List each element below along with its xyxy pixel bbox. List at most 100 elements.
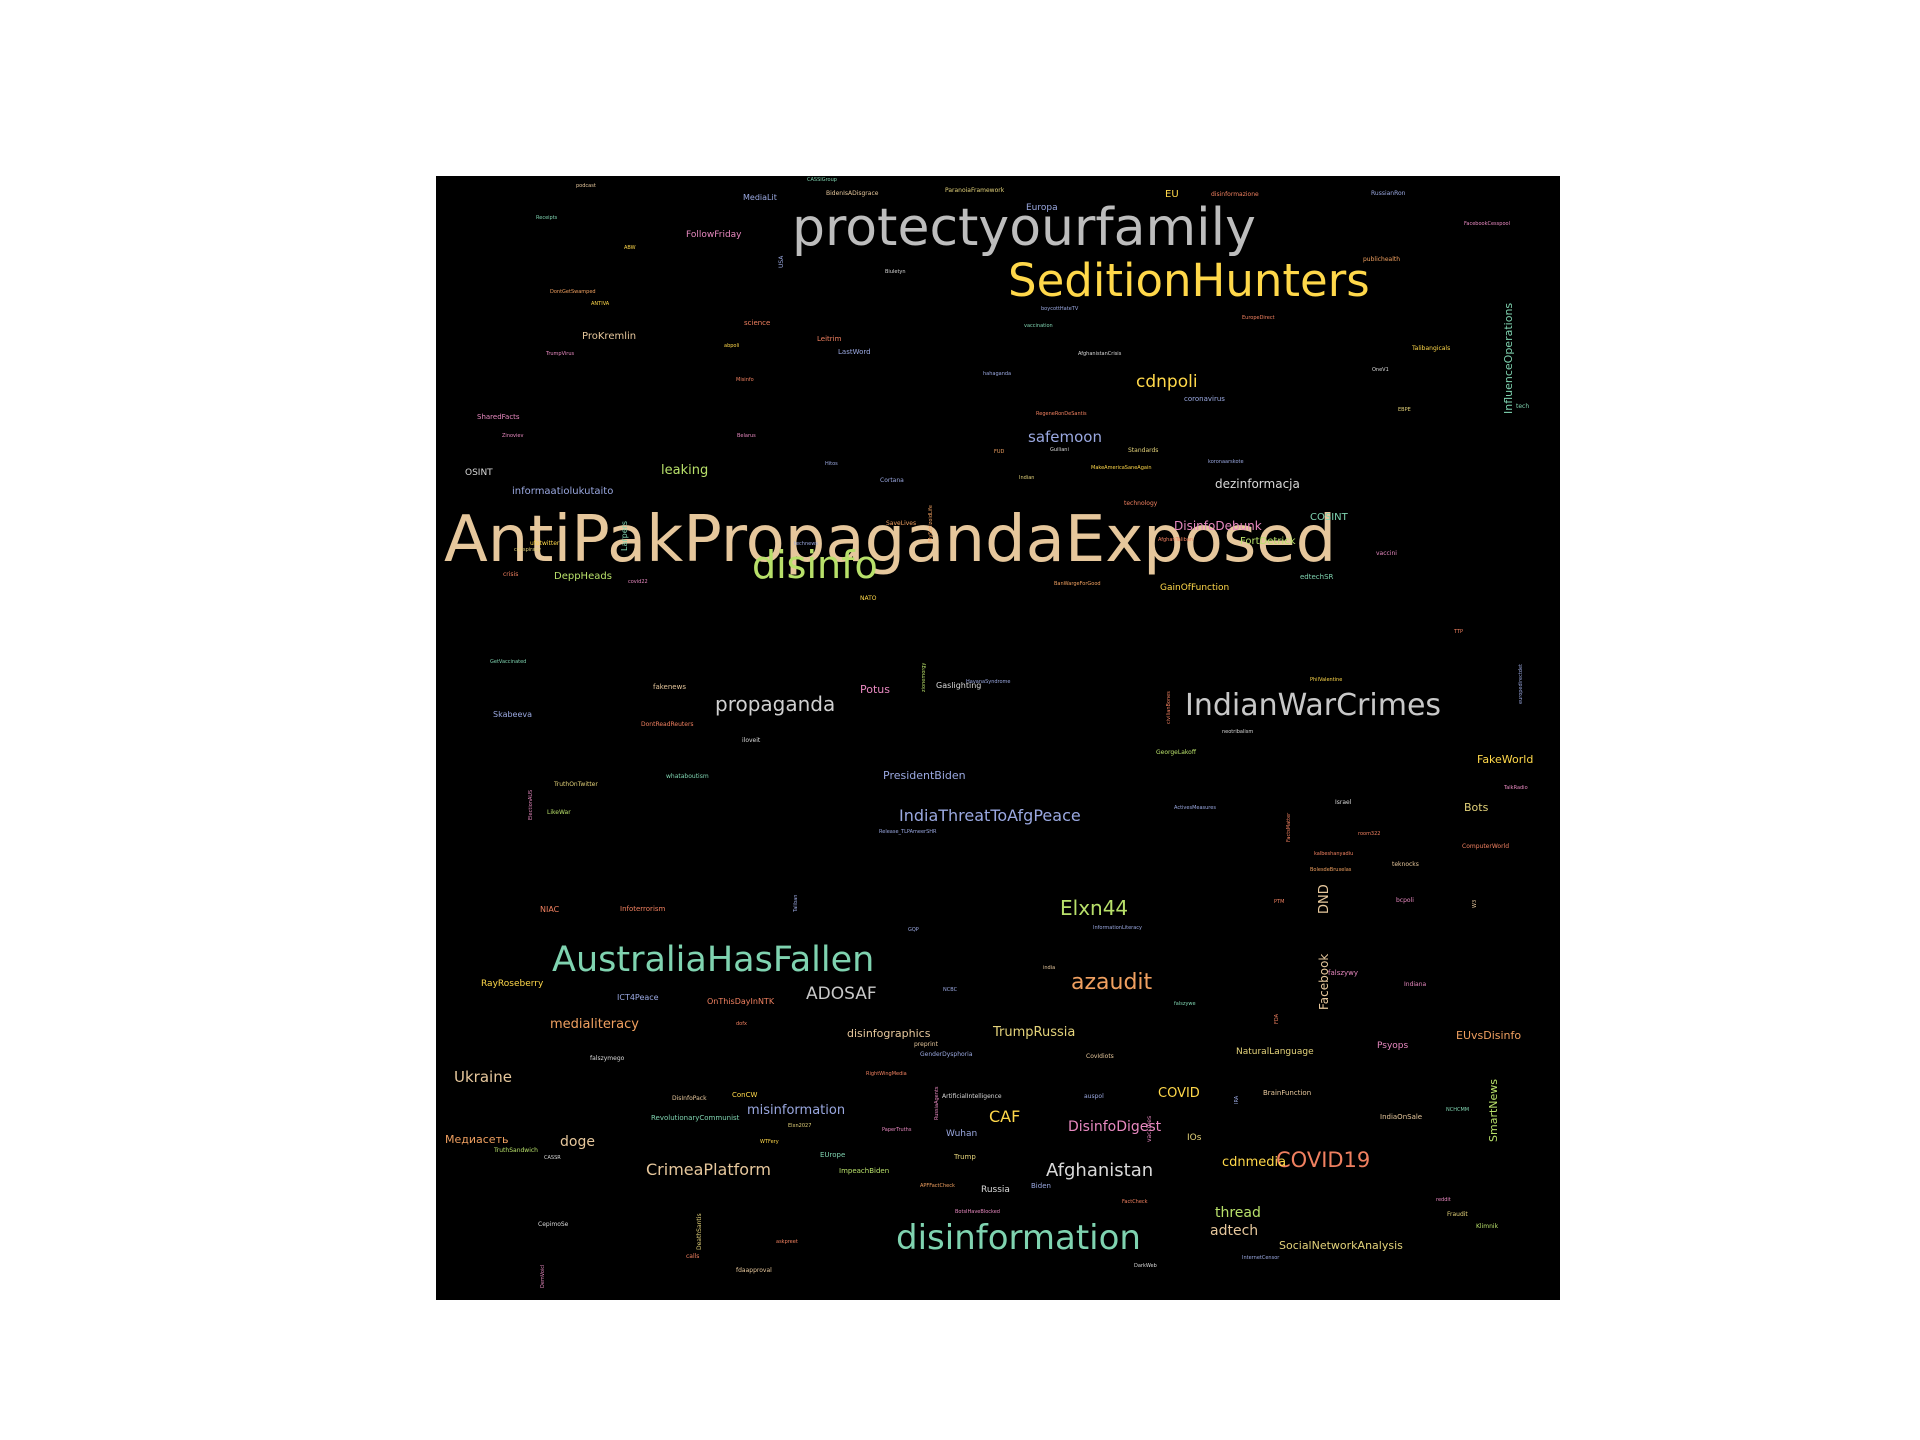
word: EUvsDisinfo <box>1456 1029 1522 1042</box>
word: FollowFriday <box>686 230 742 240</box>
word: ConCW <box>732 1091 758 1099</box>
word: SmartNews <box>1487 1079 1500 1142</box>
word: FUD <box>994 449 1005 455</box>
word: PresidentBiden <box>883 769 966 782</box>
word: RussianRon <box>1371 190 1406 197</box>
word: ElectionAUS <box>528 789 534 820</box>
word: Misinfo <box>736 377 754 383</box>
word: DeathSantis <box>696 1213 703 1250</box>
word: Potus <box>860 683 890 696</box>
word: Trump <box>954 1153 976 1161</box>
word: DisInfoPack <box>672 1095 707 1102</box>
word: disinfographics <box>847 1027 931 1040</box>
word: conspiracy <box>514 547 541 553</box>
word: abpoli <box>724 343 740 349</box>
word: disinformation <box>896 1218 1141 1258</box>
word: APFFactCheck <box>920 1183 955 1189</box>
word: BolesdeBruxelas <box>1310 867 1352 873</box>
word: PaperTruths <box>882 1127 912 1133</box>
word: RussiaAgents <box>934 1086 940 1121</box>
word: EU <box>1165 189 1179 200</box>
word: CepimoSe <box>538 1221 569 1228</box>
word: BidenIsADisgrace <box>826 190 879 197</box>
word: DeppHeads <box>554 571 612 582</box>
word-cloud: AntiPakPropagandaExposed protectyourfami… <box>436 176 1560 1300</box>
word: TrumpVirus <box>546 351 575 357</box>
word: Psyops <box>1377 1041 1409 1051</box>
word: Gaslighting <box>936 681 982 690</box>
word: ArtificialIntelligence <box>942 1093 1002 1100</box>
word: Infoterrorism <box>620 905 666 913</box>
word: koronaarskote <box>1208 459 1244 465</box>
word: IndiaOnSale <box>1380 1113 1423 1121</box>
word: InformationLiteracy <box>1093 925 1142 931</box>
word: BotsIHaveBlocked <box>955 1209 1000 1215</box>
word: AustraliaHasFallen <box>552 940 875 980</box>
word: propaganda <box>715 692 836 716</box>
word: COVID <box>1158 1086 1200 1101</box>
word: ImpeachBiden <box>839 1167 890 1175</box>
word: FactCheck <box>1122 1199 1148 1205</box>
word: DisinfoDebunk <box>1174 519 1262 533</box>
word: Receipts <box>536 215 558 221</box>
word: FactsMatter <box>1286 812 1292 842</box>
word: TrumpRussia <box>993 1025 1076 1040</box>
word: HavanaSyndrome <box>966 679 1011 685</box>
word: ABW <box>624 245 636 251</box>
word: TruthOnTwitter <box>554 781 598 788</box>
word: DontReadReuters <box>641 721 694 728</box>
word: BanWargeForGood <box>1054 581 1101 587</box>
word: AfghanistanCrisis <box>1078 351 1122 357</box>
word: adtech <box>1210 1223 1259 1239</box>
word: DND <box>1317 884 1332 914</box>
word: doge <box>560 1134 595 1150</box>
word: ADOSAF <box>806 984 877 1004</box>
word: Wuhan <box>946 1129 978 1139</box>
word: NATO <box>860 595 877 602</box>
word: askpreet <box>776 1239 798 1245</box>
word: ANTIVA <box>591 301 610 307</box>
word: LastWord <box>838 348 871 356</box>
word: SeditionHunters <box>1008 254 1370 307</box>
word: MySchizoidLife <box>928 504 934 542</box>
word: publichealth <box>1363 256 1401 263</box>
word: DontGetSwamped <box>550 289 596 295</box>
word: Taliban <box>793 894 799 912</box>
word: crisis <box>503 571 519 578</box>
word: CovIdiots <box>1086 1053 1114 1060</box>
word: Indian <box>1019 475 1035 481</box>
word: edtechSR <box>1300 573 1334 581</box>
word: DisinfoDigest <box>1068 1119 1162 1135</box>
word: W3 <box>1472 899 1478 908</box>
word: Fraudit <box>1447 1211 1468 1218</box>
word: iloveit <box>742 737 761 744</box>
word: reddit <box>1436 1197 1451 1203</box>
word: Talibangicals <box>1412 345 1451 352</box>
word: COVID19 <box>1276 1148 1371 1172</box>
word: whataboutism <box>666 773 709 780</box>
word: TalkRadio <box>1504 785 1528 791</box>
word: Biuletyn <box>885 269 906 275</box>
word: covid22 <box>628 579 648 585</box>
word: LikeWar <box>547 809 571 816</box>
word: USA <box>778 255 785 268</box>
word: Bots <box>1464 801 1489 814</box>
word: CrimeaPlatform <box>646 1160 771 1179</box>
word: fakenews <box>653 683 686 691</box>
word: SocialNetworkAnalysis <box>1279 1239 1403 1252</box>
word: Facebook <box>1317 953 1331 1010</box>
word: preprint <box>914 1041 938 1048</box>
word: kalbeshanyadiu <box>1314 851 1354 857</box>
word: informaatiolukutaito <box>512 486 614 497</box>
word: vaccini <box>1376 550 1397 557</box>
word: medialiteracy <box>550 1017 639 1032</box>
word: IRA <box>1234 1095 1240 1104</box>
word: Hitos <box>825 461 838 467</box>
word: civilianBones <box>1166 691 1172 724</box>
word: coronavirus <box>1184 395 1225 403</box>
word: technews <box>794 541 818 547</box>
word: Standards <box>1128 447 1159 454</box>
word: Guiliani <box>1050 447 1069 453</box>
word: ICT4Peace <box>617 993 659 1002</box>
word: Biden <box>1031 1182 1051 1190</box>
